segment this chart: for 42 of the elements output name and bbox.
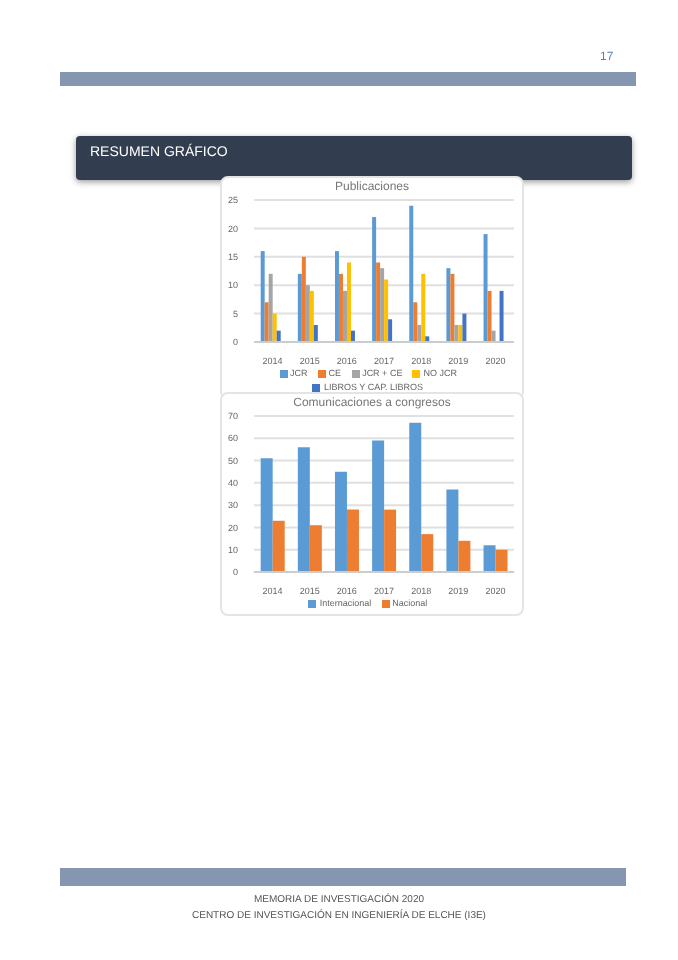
bar bbox=[450, 273, 455, 342]
bar bbox=[446, 268, 451, 342]
bar bbox=[342, 290, 347, 342]
bar bbox=[372, 217, 377, 342]
bar bbox=[268, 273, 273, 342]
bar bbox=[260, 458, 273, 572]
bar bbox=[380, 268, 385, 342]
bar bbox=[301, 256, 306, 342]
bar bbox=[334, 251, 339, 342]
bar bbox=[417, 324, 422, 342]
bar bbox=[495, 549, 508, 572]
bar bbox=[313, 324, 318, 342]
bar bbox=[334, 471, 347, 572]
bar bbox=[409, 205, 414, 342]
bar bbox=[338, 273, 343, 342]
bar bbox=[421, 534, 434, 572]
bar bbox=[446, 489, 459, 572]
bar bbox=[483, 234, 488, 342]
bar bbox=[376, 262, 381, 342]
bar bbox=[462, 313, 467, 342]
bar bbox=[388, 319, 393, 342]
bar bbox=[297, 273, 302, 342]
bar bbox=[264, 302, 269, 342]
bar bbox=[297, 447, 310, 572]
bar bbox=[487, 290, 492, 342]
bar bbox=[421, 273, 426, 342]
bar bbox=[305, 285, 310, 342]
bar bbox=[384, 279, 389, 342]
bar bbox=[483, 545, 496, 572]
bar bbox=[384, 509, 397, 572]
bar bbox=[409, 422, 422, 572]
bar bbox=[346, 509, 359, 572]
bar bbox=[346, 262, 351, 342]
bar bbox=[372, 440, 385, 572]
bar bbox=[309, 290, 314, 342]
bar bbox=[272, 520, 285, 572]
bar bbox=[499, 290, 504, 342]
bar bbox=[272, 313, 277, 342]
bar bbox=[458, 540, 471, 572]
bar bbox=[413, 302, 418, 342]
bar bbox=[309, 525, 322, 572]
bar bbox=[260, 251, 265, 342]
